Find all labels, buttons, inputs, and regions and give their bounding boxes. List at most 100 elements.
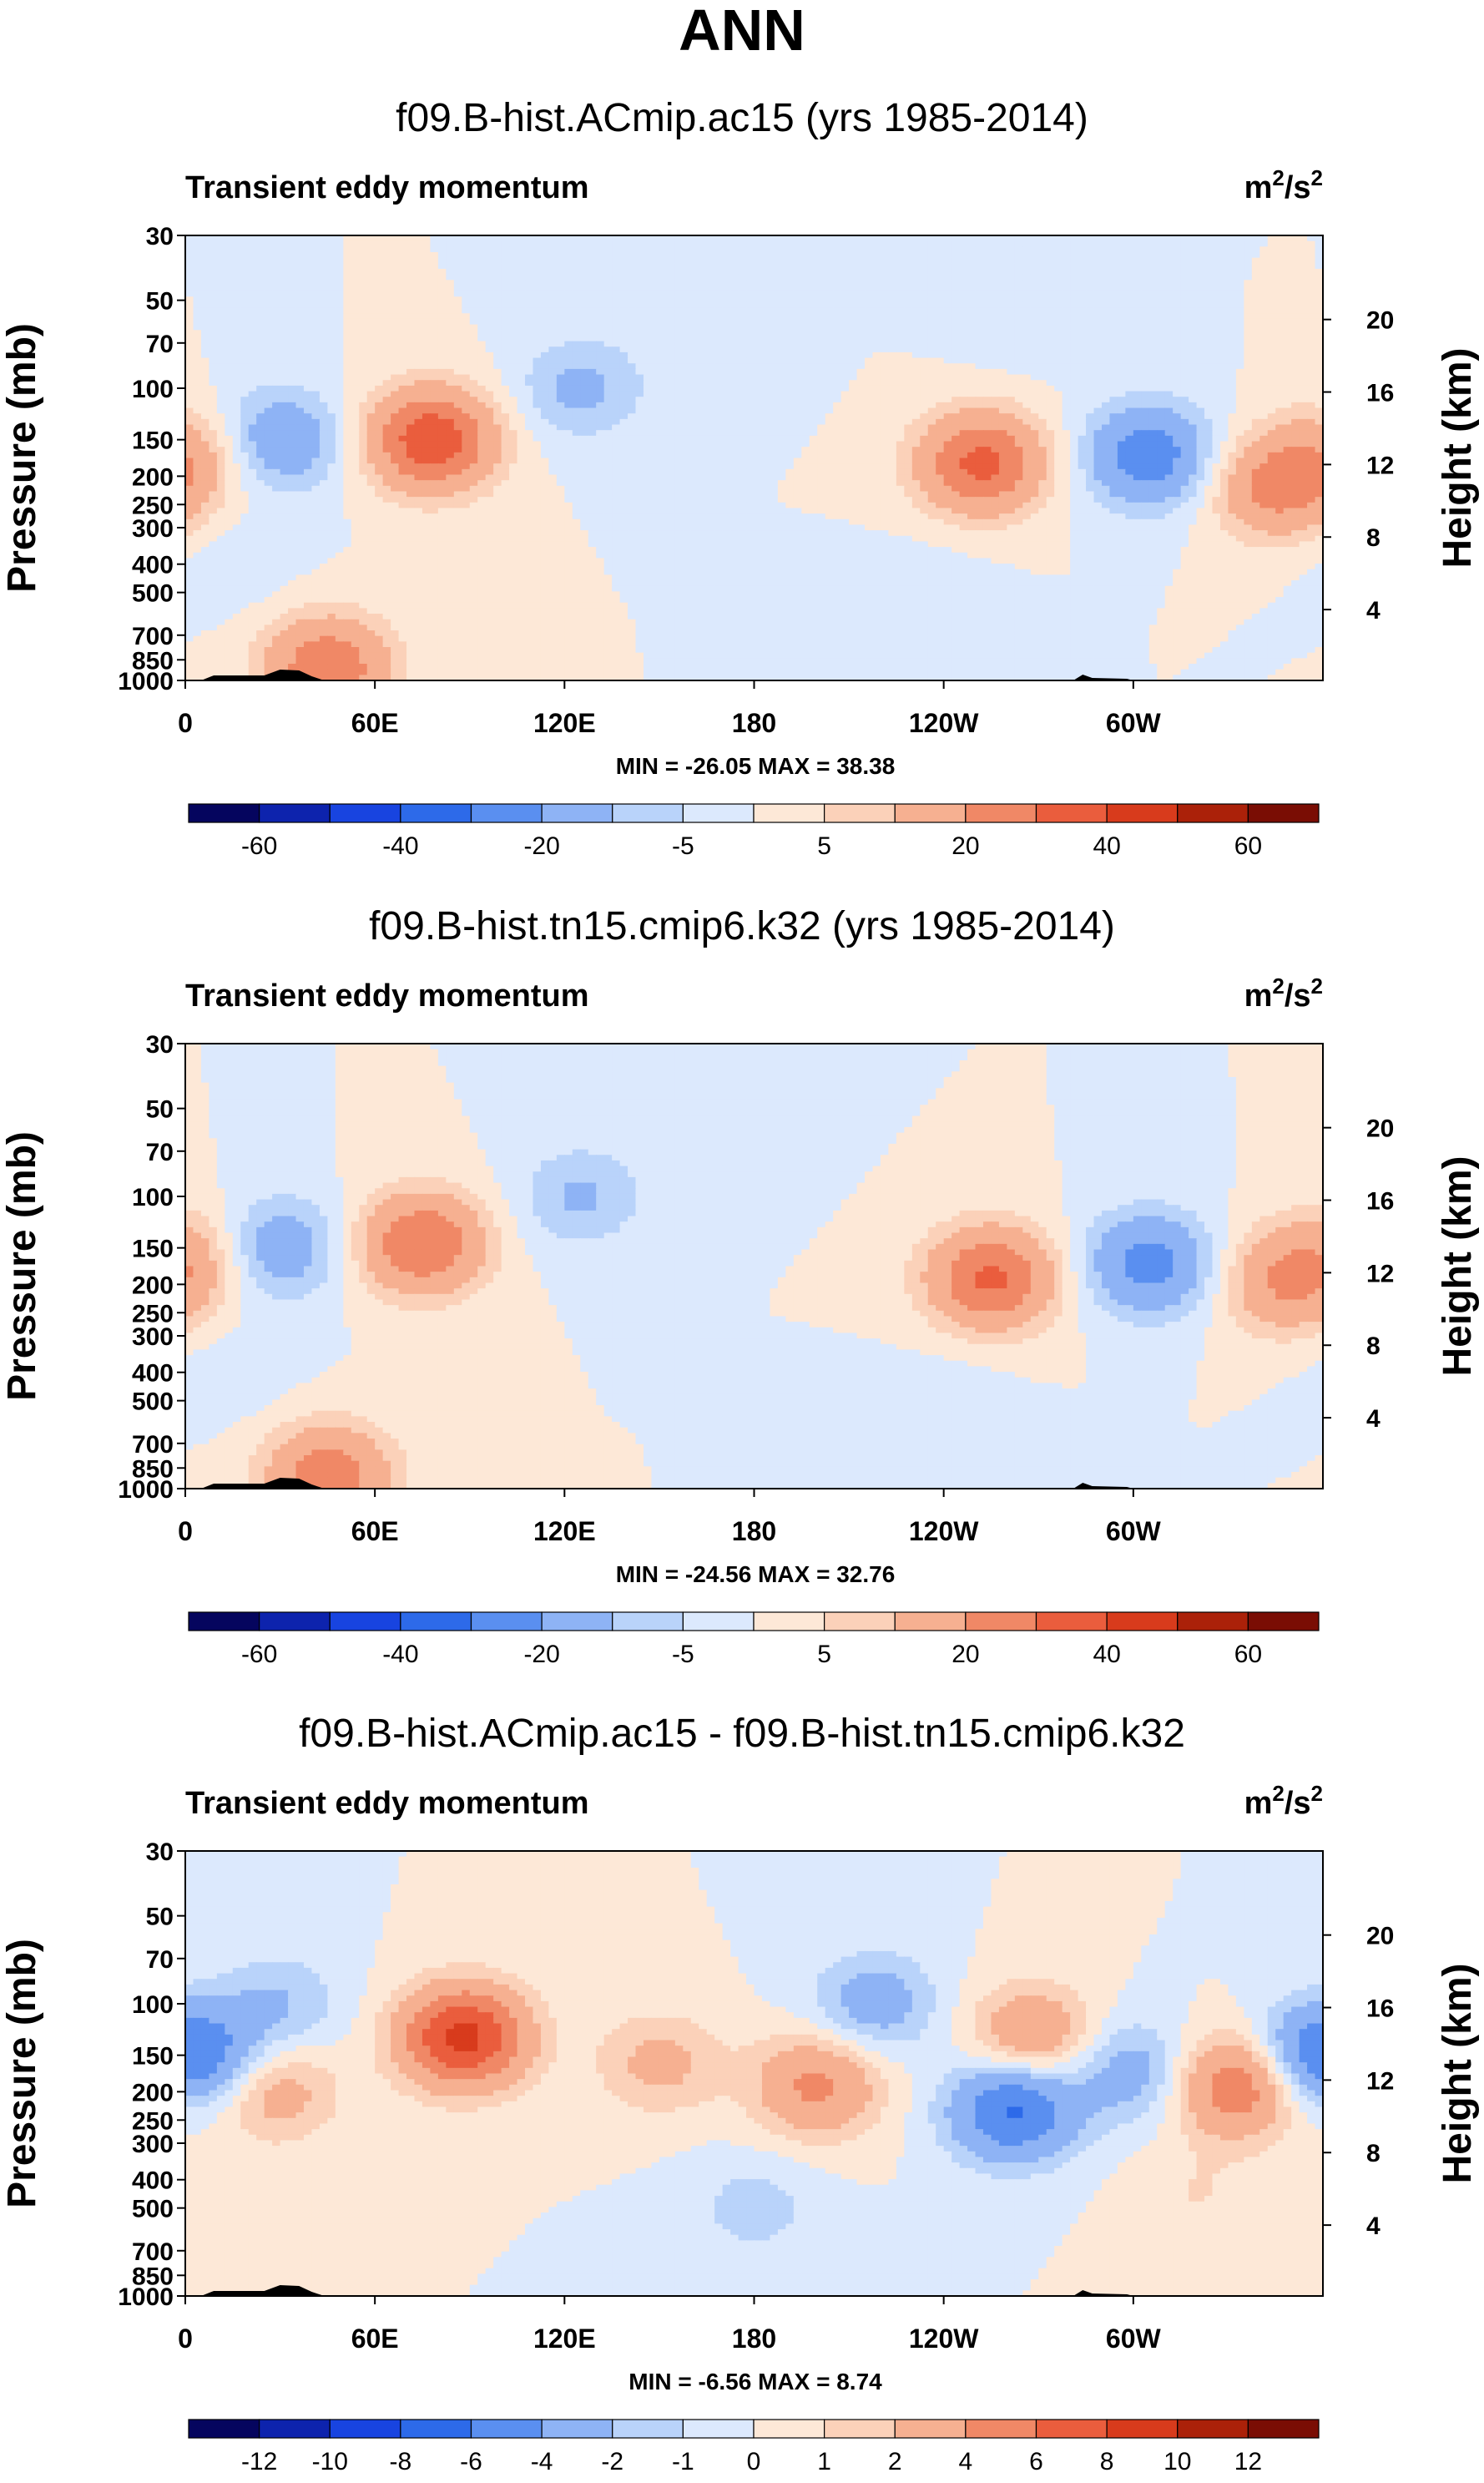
contour-cell <box>295 380 305 387</box>
contour-cell <box>975 246 984 253</box>
contour-cell <box>193 380 202 387</box>
contour-cell <box>1054 346 1063 353</box>
contour-cell <box>216 374 225 381</box>
contour-cell <box>1157 257 1166 264</box>
contour-cell <box>754 313 763 320</box>
contour-cell <box>1141 402 1150 409</box>
contour-cell <box>209 341 218 347</box>
contour-cell <box>967 235 977 242</box>
contour-cell <box>943 363 952 370</box>
contour-cell <box>1204 263 1214 270</box>
contour-cell <box>880 313 890 320</box>
contour-cell <box>635 240 644 247</box>
contour-cell <box>303 280 313 286</box>
contour-cell <box>327 251 336 259</box>
contour-cell <box>398 246 407 253</box>
contour-cell <box>777 246 786 253</box>
contour-cell <box>343 285 352 292</box>
contour-cell <box>872 368 881 376</box>
contour-cell <box>1267 374 1276 381</box>
contour-cell <box>1307 240 1316 247</box>
contour-cell <box>398 357 407 364</box>
contour-cell <box>1173 313 1182 320</box>
contour-cell <box>209 301 218 309</box>
contour-cell <box>911 330 921 336</box>
contour-cell <box>943 391 952 397</box>
contour-cell <box>936 363 945 370</box>
contour-cell <box>469 380 478 387</box>
contour-cell <box>359 391 368 397</box>
contour-cell <box>1299 368 1308 376</box>
contour-cell <box>936 380 945 387</box>
contour-cell <box>809 301 818 309</box>
contour-cell <box>1291 335 1300 342</box>
contour-cell <box>1078 291 1087 297</box>
contour-cell <box>501 341 510 347</box>
contour-cell <box>1164 324 1174 331</box>
contour-cell <box>982 235 992 242</box>
contour-cell <box>738 407 747 414</box>
contour-cell <box>809 402 818 409</box>
contour-cell <box>1022 413 1032 420</box>
contour-cell <box>1180 413 1189 420</box>
contour-cell <box>264 380 273 387</box>
contour-cell <box>1307 385 1316 392</box>
contour-cell <box>580 307 589 314</box>
contour-cell <box>1054 385 1063 392</box>
contour-cell <box>1148 413 1158 420</box>
contour-cell <box>927 263 936 270</box>
contour-cell <box>793 346 802 353</box>
contour-cell <box>1117 246 1126 253</box>
contour-cell <box>1070 246 1079 253</box>
contour-cell <box>335 274 344 281</box>
contour-cell <box>548 380 558 387</box>
contour-cell <box>612 324 621 331</box>
contour-cell <box>509 296 518 303</box>
contour-cell <box>785 324 795 331</box>
contour-cell <box>596 351 605 359</box>
contour-cell <box>375 385 384 392</box>
contour-cell <box>462 280 471 286</box>
contour-cell <box>730 235 739 242</box>
contour-cell <box>833 291 842 297</box>
contour-cell <box>659 357 668 364</box>
contour-cell <box>446 280 455 286</box>
contour-cell <box>209 346 218 353</box>
contour-cell <box>525 363 534 370</box>
contour-cell <box>588 307 597 314</box>
contour-cell <box>446 357 455 364</box>
contour-cell <box>651 330 660 336</box>
contour-cell <box>588 330 597 336</box>
contour-cell <box>462 268 471 276</box>
contour-cell <box>1117 363 1126 370</box>
contour-cell <box>359 380 368 387</box>
contour-cell <box>548 351 558 359</box>
contour-cell <box>714 251 724 259</box>
contour-cell <box>840 341 850 347</box>
contour-cell <box>1267 418 1276 426</box>
contour-cell <box>319 318 328 326</box>
contour-cell <box>777 307 786 314</box>
contour-cell <box>683 268 692 276</box>
contour-cell <box>674 280 684 286</box>
contour-cell <box>1117 324 1126 331</box>
contour-cell <box>272 274 281 281</box>
contour-cell <box>738 235 747 242</box>
contour-cell <box>888 291 897 297</box>
contour-cell <box>785 280 795 286</box>
contour-cell <box>517 263 526 270</box>
contour-cell <box>1148 402 1158 409</box>
contour-cell <box>1038 346 1047 353</box>
contour-cell <box>817 296 826 303</box>
contour-cell <box>1228 330 1237 336</box>
contour-cell <box>462 407 471 414</box>
contour-cell <box>185 246 194 253</box>
contour-cell <box>335 235 344 242</box>
contour-cell <box>809 324 818 331</box>
contour-cell <box>280 280 289 286</box>
contour-cell <box>1007 341 1016 347</box>
contour-cell <box>1173 235 1182 242</box>
contour-cell <box>706 413 715 420</box>
contour-cell <box>880 257 890 264</box>
contour-cell <box>1054 368 1063 376</box>
